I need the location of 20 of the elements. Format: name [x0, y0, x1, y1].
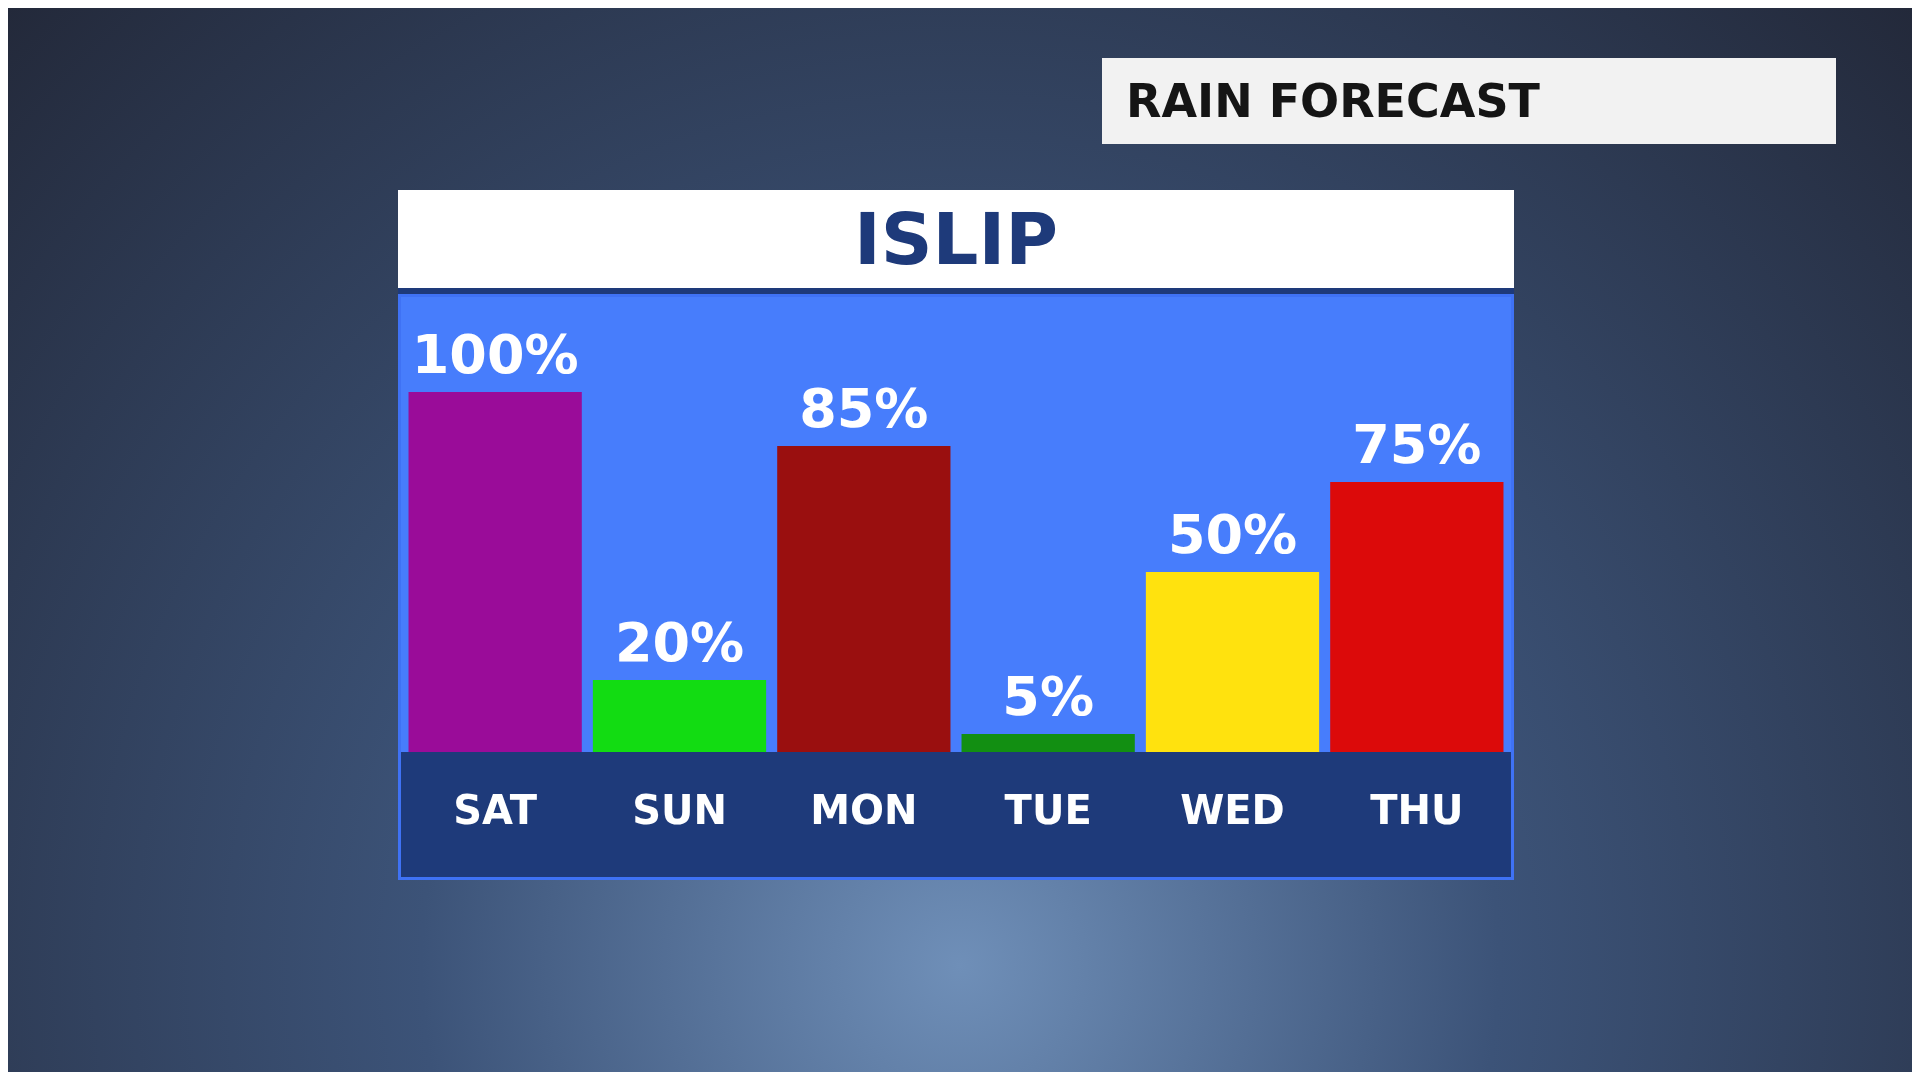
x-tick-label: SUN [632, 787, 727, 834]
data-label: 75% [1352, 413, 1482, 477]
x-tick-label: THU [1370, 787, 1464, 834]
x-tick-label: TUE [1004, 787, 1092, 834]
bar [1330, 482, 1504, 752]
bar [1145, 572, 1320, 752]
bar [592, 680, 767, 752]
x-tick-label: WED [1180, 787, 1285, 834]
bar [777, 446, 951, 752]
data-label: 20% [614, 611, 745, 675]
data-label: 85% [799, 377, 929, 441]
data-label: 50% [1167, 503, 1298, 567]
data-label: 5% [1002, 665, 1095, 729]
data-label: 100% [411, 323, 579, 387]
x-tick-label: SAT [453, 787, 538, 834]
bar [408, 392, 582, 752]
bar [961, 734, 1135, 752]
x-tick-label: MON [810, 787, 918, 834]
chart-title: ISLIP [398, 190, 1514, 294]
chart-subtitle: RAIN FORECAST [1102, 58, 1836, 144]
